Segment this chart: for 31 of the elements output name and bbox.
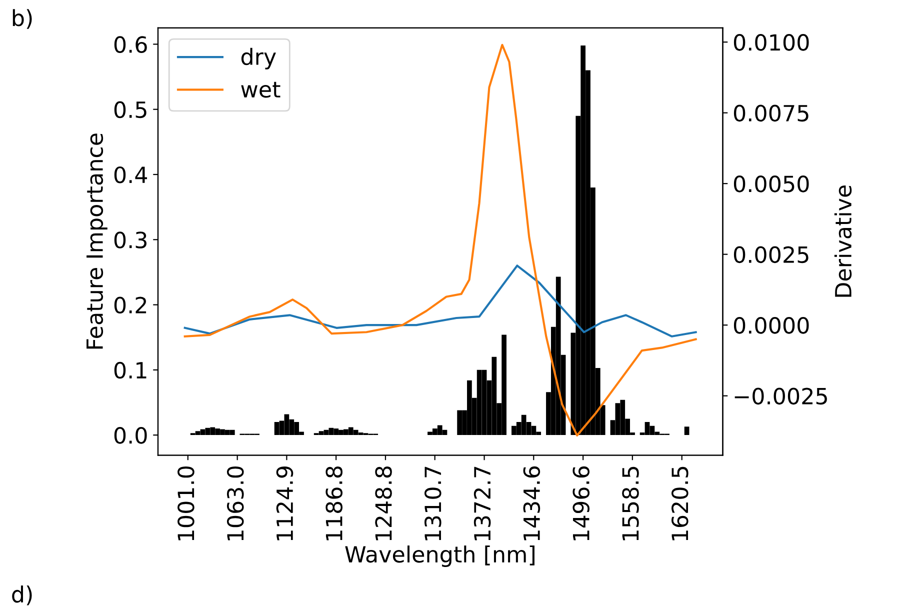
x-tick-label: 1248.8 xyxy=(375,466,392,540)
y2-tick-label: 0.0100 xyxy=(734,34,809,51)
x-tick-label: 1124.9 xyxy=(276,466,294,540)
y2-tick-label: 0.0025 xyxy=(734,246,808,264)
legend-label: wet xyxy=(241,82,280,98)
y2-tick-label: 0.0000 xyxy=(734,317,809,334)
x-tick-label: 1001.0 xyxy=(178,466,194,540)
x-tick-label: 1558.5 xyxy=(622,466,639,540)
y-tick-label: 0.2 xyxy=(114,296,146,314)
x-tick-label: 1496.6 xyxy=(572,466,590,540)
text: d) xyxy=(12,585,32,606)
x-tick-label: 1372.7 xyxy=(474,466,491,540)
y-tick-label: 0.4 xyxy=(114,166,148,184)
y-tick-label: 0.6 xyxy=(114,36,147,53)
y-tick-label: 0.3 xyxy=(114,232,146,248)
y2-tick-label: 0.0075 xyxy=(734,104,808,122)
x-axis-title: Wavelength [nm] xyxy=(345,546,534,568)
x-tick-label: 1186.8 xyxy=(326,466,342,540)
y2-tick-label: −0.0025 xyxy=(734,388,827,405)
y-tick-label: 0.1 xyxy=(114,362,146,379)
y-tick-label: 0.0 xyxy=(114,427,147,444)
y-axis-title: Feature Importance xyxy=(86,134,108,349)
y-tick-label: 0.5 xyxy=(114,101,146,118)
x-tick-label: 1620.5 xyxy=(672,466,688,540)
y2-axis-title: Derivative xyxy=(834,185,852,297)
y2-tick-label: 0.0050 xyxy=(734,176,809,192)
x-tick-label: 1310.7 xyxy=(424,466,442,540)
legend-label: dry xyxy=(241,48,276,70)
text: b) xyxy=(12,9,32,29)
x-tick-label: 1434.6 xyxy=(523,466,540,540)
x-tick-label: 1063.0 xyxy=(226,466,244,540)
